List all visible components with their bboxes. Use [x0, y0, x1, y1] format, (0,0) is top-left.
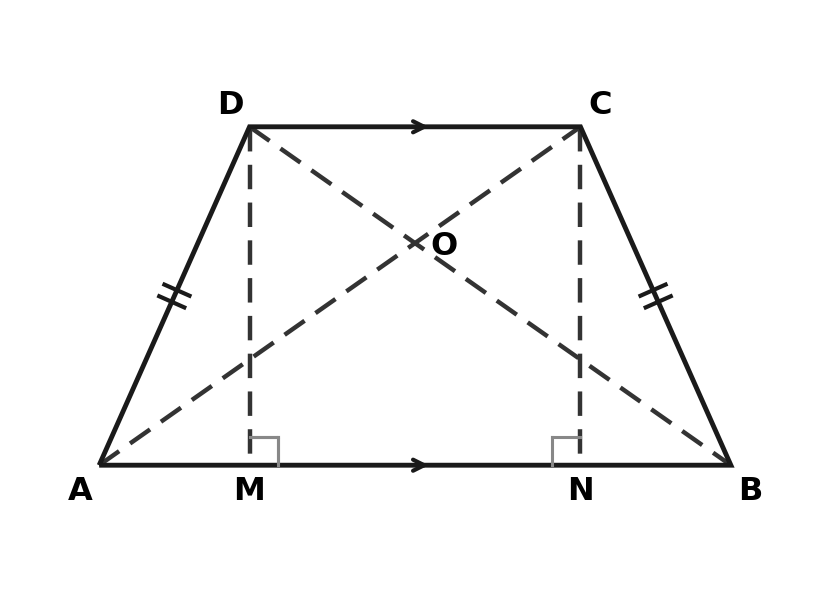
- Text: D: D: [217, 89, 243, 121]
- Text: B: B: [738, 476, 762, 507]
- Text: M: M: [233, 476, 266, 507]
- Text: O: O: [430, 231, 457, 262]
- Text: N: N: [567, 476, 593, 507]
- Text: A: A: [67, 476, 92, 507]
- Text: C: C: [588, 89, 612, 121]
